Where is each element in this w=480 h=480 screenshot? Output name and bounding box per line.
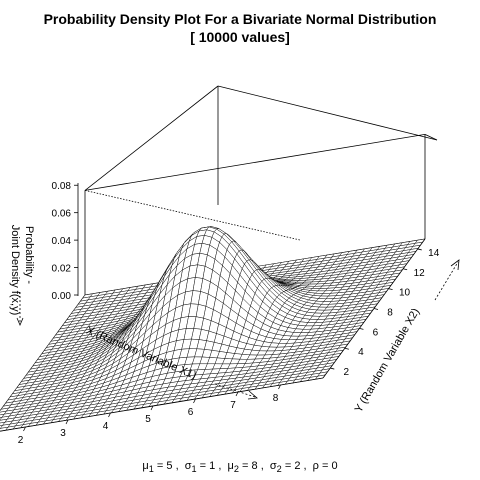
- x-tick-label: 3: [60, 428, 66, 439]
- x-tick: [23, 426, 26, 432]
- chart-title: Probability Density Plot For a Bivariate…: [43, 11, 437, 27]
- x-tick: [150, 405, 154, 411]
- mu2-label: , μ2 =: [218, 460, 252, 475]
- y-tick-label: 14: [428, 248, 440, 259]
- z-axis-label-prefix: Probability -: [23, 226, 35, 284]
- x-tick-label: 7: [230, 400, 236, 411]
- z-axis-label: Joint Density f(x,y): [9, 225, 21, 315]
- x-tick: [65, 419, 69, 425]
- chart-subtitle: [ 10000 values]: [190, 29, 290, 45]
- y-tick: [359, 327, 364, 330]
- y-tick-label: 8: [387, 308, 393, 319]
- x-tick: [235, 391, 239, 397]
- z-tick-label: 0.04: [52, 236, 72, 247]
- z-tick-label: 0.08: [52, 181, 72, 192]
- y-axis-arrow: [434, 259, 460, 301]
- z-tick-label: 0.06: [52, 209, 72, 220]
- y-tick: [344, 347, 349, 350]
- rho-label: , ρ =: [303, 460, 332, 472]
- x-tick-label: 8: [273, 393, 279, 404]
- z-axis: Joint Density f(x,y) Probability - 0.00 0…: [9, 181, 79, 327]
- mu1-label: μ1 =: [142, 460, 167, 475]
- x-axis-arrow: [214, 383, 258, 400]
- z-tick-label: 0.00: [52, 291, 72, 302]
- sigma2-label: , σ2 =: [260, 460, 295, 475]
- sigma1-value: 1: [209, 460, 216, 472]
- x-tick: [193, 398, 196, 404]
- y-tick-label: 4: [358, 347, 364, 358]
- y-tick-label: 10: [399, 288, 411, 299]
- box-edge: [424, 134, 438, 141]
- rho-value: 0: [331, 460, 338, 472]
- box-edge-hidden: [84, 190, 301, 241]
- z-axis-arrow: [16, 292, 24, 327]
- sigma2-value: 2: [294, 460, 301, 472]
- box-edge: [84, 85, 219, 191]
- x-tick-label: 2: [18, 435, 24, 446]
- y-tick-label: 6: [373, 327, 379, 338]
- sigma1-label: , σ1 =: [175, 460, 210, 475]
- x-tick: [278, 384, 281, 390]
- box-edge: [217, 85, 438, 141]
- x-tick: [108, 412, 111, 418]
- box-edge: [84, 133, 426, 191]
- y-tick: [373, 308, 379, 310]
- mu2-value: 8: [251, 460, 258, 472]
- y-tick-label: 2: [344, 367, 350, 378]
- density-surface: [0, 226, 426, 432]
- y-tick: [403, 268, 408, 271]
- y-tick-label: 12: [414, 268, 426, 279]
- y-tick: [388, 288, 393, 291]
- y-tick: [330, 367, 335, 370]
- x-tick-label: 4: [103, 421, 109, 432]
- y-tick: [417, 248, 422, 251]
- z-tick-label: 0.02: [52, 264, 72, 275]
- mu1-value: 5: [166, 460, 173, 472]
- x-tick-label: 6: [188, 407, 194, 418]
- parameter-caption: μ1 = 5 , σ1 = 1 , μ2 = 8 , σ2 = 2 , ρ = …: [0, 460, 480, 474]
- x-tick-label: 5: [145, 414, 151, 425]
